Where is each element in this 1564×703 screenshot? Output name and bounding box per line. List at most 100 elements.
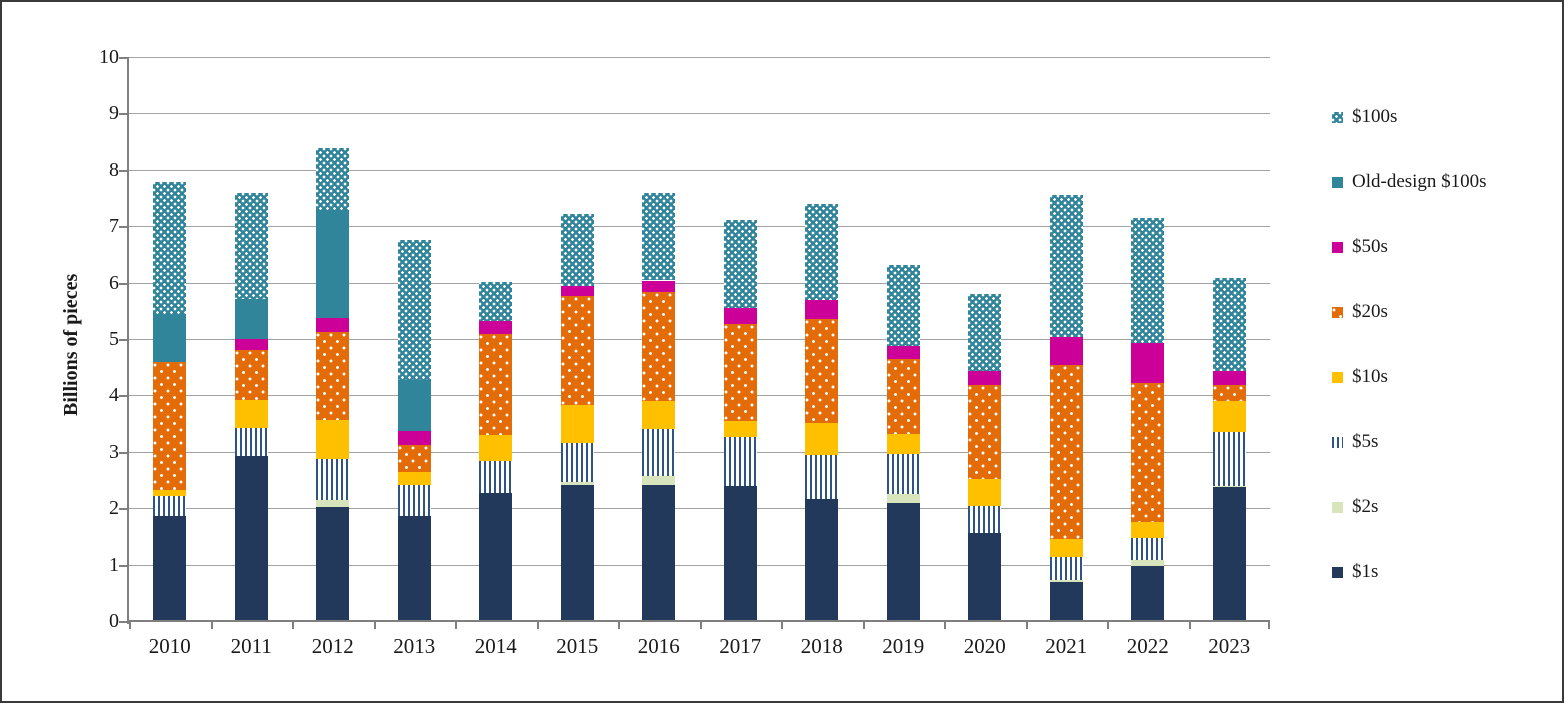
y-tick-label: 1 [109,553,119,576]
bar-segment-s1-2019 [886,502,920,620]
legend-item-s100: $100s [1332,106,1487,128]
bar-segment-s20-2015 [560,296,594,405]
x-axis-tick [455,622,457,629]
bar-segment-s5-2023 [1212,432,1246,486]
gridline-y4 [129,395,1270,397]
x-tick-label-2021: 2021 [1045,634,1088,658]
bar-segment-s5-2016 [642,428,676,476]
legend: $100s Old-design $100s $50s $20s $10s $5s $2s $… [1332,106,1487,626]
legend-item-s20: $20s [1332,301,1487,323]
bar-segment-s50-2016 [642,280,676,292]
bar-segment-s100-2012 [316,147,350,210]
y-axis-tick [119,226,129,229]
bar-segment-s5-2010 [153,495,187,516]
x-tick-label-2016: 2016 [637,634,680,658]
bar-segment-s2-2012 [316,500,350,508]
y-axis-tick [119,508,129,511]
bar-segment-s20-2019 [886,358,920,434]
bar-segment-s50-2023 [1212,370,1246,386]
bar-segment-s10-2020 [968,479,1002,506]
x-axis-tick [944,622,946,629]
gridline-y2 [129,508,1270,510]
bar-segment-s50-2011 [234,339,268,350]
legend-item-s1: $1s [1332,561,1487,583]
gridline-y1 [129,564,1270,566]
y-tick-label: 8 [109,158,119,181]
bar-segment-s5-2012 [316,459,350,501]
legend-swatch-s10 [1332,371,1343,383]
gridline-y10 [129,57,1270,58]
bar-segment-s5-2021 [1049,557,1083,580]
bar-segment-s100-2017 [723,219,757,309]
legend-swatch-old100 [1332,176,1343,188]
bar-segment-s5-2011 [234,428,268,457]
legend-item-s50: $50s [1332,236,1487,258]
bar-segment-s1-2022 [1131,565,1165,620]
y-axis-tick [119,57,129,59]
legend-item-s2: $2s [1332,496,1487,518]
bar-segment-s50-2022 [1131,342,1165,384]
y-tick-label: 6 [109,271,119,294]
legend-label-s5: $5s [1352,431,1379,452]
bar-segment-s1-2020 [968,532,1002,620]
bar-segment-s10-2013 [397,471,431,486]
bar-segment-old100-2010 [153,314,187,363]
y-axis-tick [119,169,129,172]
bar-segment-s50-2013 [397,431,431,446]
y-axis-tick [119,113,129,116]
x-tick-label-2018: 2018 [800,634,843,658]
bar-segment-s2-2015 [560,481,594,485]
bar-segment-s50-2018 [805,299,839,320]
gridline-y8 [129,169,1270,171]
y-tick-label: 0 [109,610,119,632]
legend-swatch-s100 [1332,111,1343,123]
y-axis-tick [119,451,129,454]
y-axis-tick [119,564,129,567]
bar-segment-s10-2011 [234,400,268,429]
bar-segment-s10-2023 [1212,400,1246,433]
x-axis-line [129,620,1270,622]
bar-segment-old100-2013 [397,380,431,432]
bar-segment-s5-2014 [479,460,513,494]
bar-segment-s20-2014 [479,333,513,436]
bar-segment-s2-2022 [1131,560,1165,566]
bar-segment-s2-2021 [1049,579,1083,583]
bar-segment-s100-2015 [560,213,594,287]
legend-swatch-s20 [1332,306,1343,318]
bar-segment-s5-2022 [1131,537,1165,561]
x-axis-tick [1107,622,1109,629]
bar-segment-s1-2023 [1212,487,1246,620]
x-axis-tick [862,622,865,629]
legend-swatch-s2 [1332,501,1343,513]
bar-segment-s100-2014 [479,282,513,321]
bar-segment-s2-2023 [1212,485,1246,488]
y-tick-label: 9 [109,102,119,125]
legend-item-s10: $10s [1332,366,1487,388]
legend-label-s1: $1s [1352,561,1379,582]
legend-label-old100: Old-design $100s [1352,171,1487,192]
bar-segment-s1-2021 [1049,582,1083,620]
x-tick-label-2011: 2011 [230,634,272,658]
bar-segment-s50-2017 [723,308,757,325]
bar-segment-s1-2017 [723,485,757,620]
x-axis-tick [210,622,213,629]
bar-segment-s5-2013 [397,485,431,516]
bar-segment-old100-2012 [316,209,350,319]
bar-segment-s100-2023 [1212,277,1246,371]
y-axis-tick [119,395,129,398]
bar-segment-s50-2014 [479,320,513,334]
x-tick-label-2020: 2020 [963,634,1006,658]
bar-segment-s10-2016 [642,400,676,429]
x-axis-tick [1025,622,1028,629]
bar-segment-s2-2019 [886,493,920,503]
legend-label-s100: $100s [1352,106,1398,127]
x-tick-label-2023: 2023 [1208,634,1251,658]
bar-segment-s20-2020 [968,385,1002,479]
bar-segment-s1-2012 [316,507,350,620]
bar-segment-s1-2018 [805,498,839,620]
y-tick-label: 7 [109,215,119,238]
bar-segment-s10-2017 [723,420,757,437]
y-axis-tick [119,339,129,341]
bar-segment-s20-2013 [397,445,431,472]
